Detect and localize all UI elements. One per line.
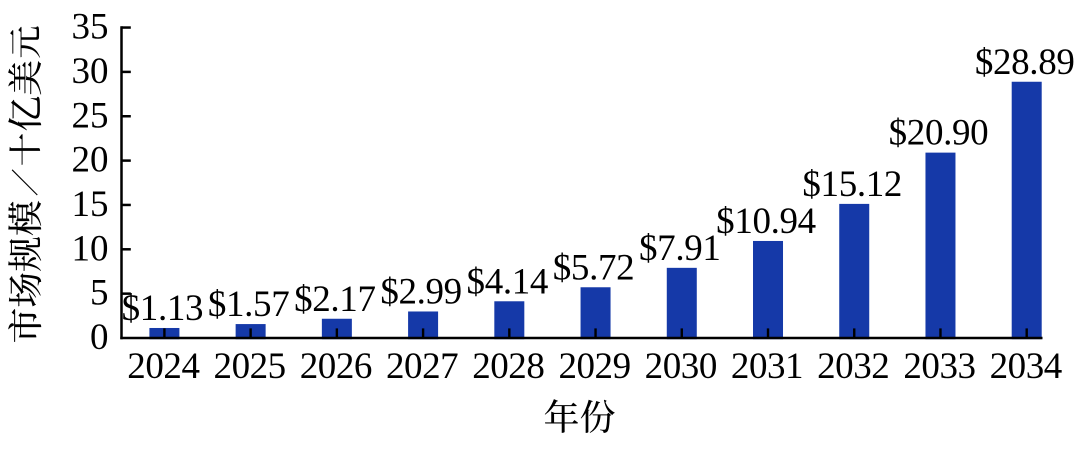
svg-text:$5.72: $5.72 [553, 247, 635, 288]
svg-text:25: 25 [72, 95, 109, 136]
svg-text:2028: 2028 [472, 346, 544, 387]
svg-text:2033: 2033 [903, 346, 975, 387]
svg-text:$7.91: $7.91 [639, 228, 721, 269]
svg-text:2030: 2030 [645, 346, 717, 387]
svg-text:2034: 2034 [990, 346, 1062, 387]
svg-text:2026: 2026 [300, 346, 372, 387]
svg-text:$1.13: $1.13 [122, 288, 204, 329]
svg-text:$2.99: $2.99 [380, 271, 462, 312]
svg-text:2027: 2027 [386, 346, 458, 387]
svg-text:$2.17: $2.17 [294, 279, 376, 320]
svg-text:2031: 2031 [731, 346, 803, 387]
svg-text:5: 5 [90, 273, 109, 314]
svg-text:2032: 2032 [817, 346, 889, 387]
svg-text:30: 30 [72, 51, 109, 92]
svg-text:$20.90: $20.90 [889, 113, 989, 154]
svg-text:2024: 2024 [127, 346, 199, 387]
svg-text:0: 0 [90, 317, 109, 358]
svg-text:$4.14: $4.14 [467, 261, 549, 302]
svg-text:15: 15 [72, 184, 109, 225]
svg-text:$15.12: $15.12 [802, 164, 902, 205]
svg-text:10: 10 [72, 228, 109, 269]
svg-text:2029: 2029 [558, 346, 630, 387]
svg-text:$1.57: $1.57 [208, 284, 290, 325]
svg-text:$28.89: $28.89 [975, 42, 1075, 83]
svg-text:$10.94: $10.94 [716, 201, 816, 242]
svg-text:2025: 2025 [214, 346, 286, 387]
svg-text:35: 35 [72, 7, 109, 48]
svg-text:20: 20 [72, 140, 109, 181]
